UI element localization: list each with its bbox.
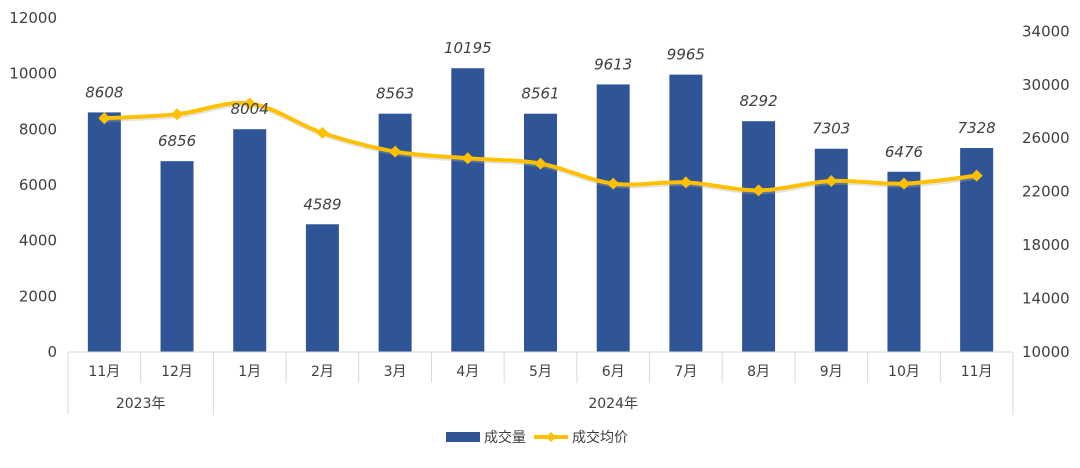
data-labels: 8608 6856 8004 4589 8563 10195 8561 9613 9965 829… xyxy=(85,39,995,213)
category-label: 12月 xyxy=(161,364,193,380)
line-point xyxy=(607,177,620,190)
line-point xyxy=(316,126,329,139)
legend-marker xyxy=(546,432,556,442)
bar-data-label: 4589 xyxy=(303,195,341,213)
legend-label-volume: 成交量 xyxy=(484,429,526,446)
bar-data-label: 10195 xyxy=(444,39,492,57)
line-point xyxy=(389,145,402,158)
left-tick-label: 4000 xyxy=(19,232,57,250)
line-point xyxy=(897,177,910,190)
bar-data-label: 8292 xyxy=(739,92,777,110)
bar xyxy=(524,113,557,352)
bar xyxy=(960,148,994,352)
legend-label-price: 成交均价 xyxy=(572,429,628,446)
year-label: 2023年 xyxy=(116,396,166,412)
category-label: 7月 xyxy=(674,364,697,380)
right-tick-label: 10000 xyxy=(1022,343,1070,361)
category-label: 9月 xyxy=(820,364,843,380)
category-label: 11月 xyxy=(961,364,993,380)
line-point xyxy=(970,169,983,182)
year-label: 2024年 xyxy=(588,396,638,412)
category-label: 10月 xyxy=(888,364,920,380)
bar-data-label: 8561 xyxy=(521,85,559,103)
bar-data-label: 7328 xyxy=(958,119,996,137)
bar xyxy=(233,129,267,352)
line-point xyxy=(752,184,765,197)
bar xyxy=(87,112,121,352)
bar-data-label: 9965 xyxy=(667,46,705,64)
bar-data-label: 8004 xyxy=(231,100,269,118)
category-label: 4月 xyxy=(456,364,479,380)
left-tick-label: 10000 xyxy=(9,65,57,83)
bar xyxy=(305,224,339,352)
line-point xyxy=(98,112,111,125)
category-label: 8月 xyxy=(747,364,770,380)
category-label: 2月 xyxy=(311,364,334,380)
legend: 成交量 成交均价 xyxy=(446,429,628,446)
bar-data-label: 8608 xyxy=(85,83,123,101)
right-tick-label: 26000 xyxy=(1022,129,1070,147)
bar xyxy=(596,84,630,352)
right-tick-label: 14000 xyxy=(1022,290,1070,308)
category-label: 5月 xyxy=(529,364,552,380)
bar-series xyxy=(87,68,994,353)
left-tick-label: 6000 xyxy=(19,176,57,194)
category-label: 6月 xyxy=(602,364,625,380)
line-point xyxy=(461,152,474,165)
left-tick-label: 0 xyxy=(47,343,57,361)
right-tick-label: 34000 xyxy=(1022,22,1070,40)
bar-data-label: 9613 xyxy=(594,55,632,73)
line-point xyxy=(534,157,547,170)
line-point xyxy=(171,108,184,121)
bar-data-label: 8563 xyxy=(376,85,414,103)
category-label: 1月 xyxy=(238,364,261,380)
bar xyxy=(160,161,194,352)
left-tick-label: 12000 xyxy=(9,9,57,27)
right-tick-label: 30000 xyxy=(1022,76,1070,94)
line-point xyxy=(243,97,256,110)
bar-data-label: 7303 xyxy=(812,120,850,138)
bar xyxy=(669,74,703,352)
left-tick-label: 8000 xyxy=(19,120,57,138)
bar xyxy=(742,121,776,353)
bar-data-label: 6476 xyxy=(885,143,923,161)
left-axis: 0 2000 4000 6000 8000 10000 12000 xyxy=(9,9,57,361)
bar xyxy=(451,68,485,352)
bar xyxy=(887,171,921,352)
category-axis: 11月 12月 1月 2月 3月 4月 5月 6月 7月 8月 9月 10月 11月 2023年 2024年 xyxy=(67,351,1014,415)
bar-data-label: 6856 xyxy=(158,132,196,150)
legend-swatch-bar xyxy=(446,432,480,442)
line-point xyxy=(825,174,838,187)
category-label: 11月 xyxy=(88,364,120,380)
left-tick-label: 2000 xyxy=(19,287,57,305)
category-label: 3月 xyxy=(384,364,407,380)
right-axis: 10000 14000 18000 22000 26000 30000 34000 xyxy=(1022,22,1070,361)
right-tick-label: 22000 xyxy=(1022,183,1070,201)
line-point xyxy=(679,176,692,189)
line-series xyxy=(98,97,983,197)
right-tick-label: 18000 xyxy=(1022,236,1070,254)
